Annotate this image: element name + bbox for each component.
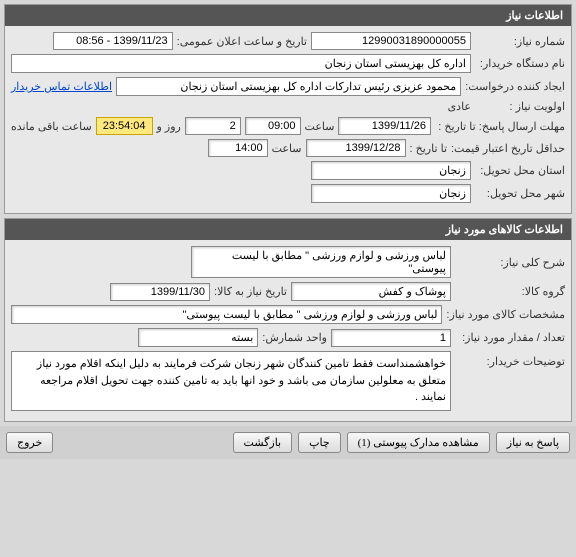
goods-group-field: پوشاک و کفش: [291, 282, 451, 301]
days-text: روز و: [157, 120, 181, 133]
view-attachments-button[interactable]: مشاهده مدارک پیوستی (1): [347, 432, 490, 453]
buyer-notes-field: خواهشمنداست فقط تامین کنندگان شهر زنجان …: [11, 351, 451, 411]
goods-spec-label: مشخصات کالای مورد نیاز:: [446, 308, 565, 321]
request-number-label: شماره نیاز:: [475, 35, 565, 48]
unit-count-label: واحد شمارش:: [262, 331, 327, 344]
row-general-desc: شرح کلی نیاز: لباس ورزشی و لوازم ورزشی "…: [11, 246, 565, 278]
priority-label: اولویت نیاز :: [475, 100, 565, 113]
goods-group-label: گروه کالا:: [455, 285, 565, 298]
quantity-field: 1: [331, 329, 451, 347]
row-delivery-province: استان محل تحویل: زنجان: [11, 161, 565, 180]
public-announce-label: تاریخ و ساعت اعلان عمومی:: [177, 35, 307, 48]
row-delivery-city: شهر محل تحویل: زنجان: [11, 184, 565, 203]
remaining-text: ساعت باقی مانده: [11, 120, 92, 133]
validity-date-field[interactable]: 1399/12/28: [306, 139, 406, 157]
row-validity: حداقل تاریخ اعتبار قیمت: تا تاریخ : 1399…: [11, 139, 565, 157]
priority-value: عادی: [448, 100, 471, 113]
general-desc-label: شرح کلی نیاز:: [455, 256, 565, 269]
need-date-label: تاریخ نیاز به کالا:: [214, 285, 287, 298]
deadline-date-field[interactable]: 1399/11/26: [338, 117, 431, 135]
row-request-creator: ایجاد کننده درخواست: محمود عزیزی رئیس تد…: [11, 77, 565, 96]
exit-button[interactable]: خروج: [6, 432, 53, 453]
need-info-section: اطلاعات نیاز شماره نیاز: 129900318900000…: [4, 4, 572, 214]
need-date-field: 1399/11/30: [110, 283, 210, 301]
need-info-header: اطلاعات نیاز: [5, 5, 571, 26]
days-remaining-field: 2: [185, 117, 241, 135]
validity-time-field[interactable]: 14:00: [208, 139, 268, 157]
goods-spec-field: لباس ورزشی و لوازم ورزشی " مطابق با لیست…: [11, 305, 442, 324]
need-info-body: شماره نیاز: 12990031890000055 تاریخ و سا…: [5, 26, 571, 213]
validity-label: حداقل تاریخ اعتبار قیمت:: [451, 142, 565, 155]
deadline-time-field[interactable]: 09:00: [245, 117, 301, 135]
buyer-org-label: نام دستگاه خریدار:: [475, 57, 565, 70]
buyer-notes-label: توضیحات خریدار:: [455, 351, 565, 368]
request-creator-field: محمود عزیزی رئیس تدارکات اداره کل بهزیست…: [116, 77, 461, 96]
countdown-timer: 23:54:04: [96, 117, 153, 135]
buyer-org-field: اداره کل بهزیستی استان زنجان: [11, 54, 471, 73]
buyer-contact-link[interactable]: اطلاعات تماس خریدار: [11, 80, 112, 93]
row-quantity: تعداد / مقدار مورد نیاز: 1 واحد شمارش: ب…: [11, 328, 565, 347]
button-bar: پاسخ به نیاز مشاهده مدارک پیوستی (1) چاپ…: [0, 426, 576, 459]
goods-info-body: شرح کلی نیاز: لباس ورزشی و لوازم ورزشی "…: [5, 240, 571, 421]
quantity-label: تعداد / مقدار مورد نیاز:: [455, 331, 565, 344]
row-goods-group: گروه کالا: پوشاک و کفش تاریخ نیاز به کال…: [11, 282, 565, 301]
row-request-number: شماره نیاز: 12990031890000055 تاریخ و سا…: [11, 32, 565, 50]
row-priority: اولویت نیاز : عادی: [11, 100, 565, 113]
row-buyer-org: نام دستگاه خریدار: اداره کل بهزیستی استا…: [11, 54, 565, 73]
respond-button[interactable]: پاسخ به نیاز: [496, 432, 570, 453]
deadline-send-label: مهلت ارسال پاسخ: تا تاریخ :: [435, 120, 565, 133]
unit-count-field: بسته: [138, 328, 258, 347]
request-creator-label: ایجاد کننده درخواست:: [465, 80, 565, 93]
goods-info-header: اطلاعات کالاهای مورد نیاز: [5, 219, 571, 240]
general-desc-field: لباس ورزشی و لوازم ورزشی " مطابق با لیست…: [191, 246, 451, 278]
deadline-time-label: ساعت: [305, 120, 335, 133]
public-announce-field: 1399/11/23 - 08:56: [53, 32, 173, 50]
validity-time-label: ساعت: [272, 142, 302, 155]
row-goods-spec: مشخصات کالای مورد نیاز: لباس ورزشی و لوا…: [11, 305, 565, 324]
delivery-city-field: زنجان: [311, 184, 471, 203]
delivery-city-label: شهر محل تحویل:: [475, 187, 565, 200]
back-button[interactable]: بازگشت: [233, 432, 293, 453]
print-button[interactable]: چاپ: [298, 432, 341, 453]
goods-info-section: اطلاعات کالاهای مورد نیاز شرح کلی نیاز: …: [4, 218, 572, 422]
row-deadline: مهلت ارسال پاسخ: تا تاریخ : 1399/11/26 س…: [11, 117, 565, 135]
request-number-field: 12990031890000055: [311, 32, 471, 50]
validity-to-label: تا تاریخ :: [410, 142, 447, 155]
row-buyer-notes: توضیحات خریدار: خواهشمنداست فقط تامین کن…: [11, 351, 565, 411]
delivery-province-field: زنجان: [311, 161, 471, 180]
delivery-province-label: استان محل تحویل:: [475, 164, 565, 177]
